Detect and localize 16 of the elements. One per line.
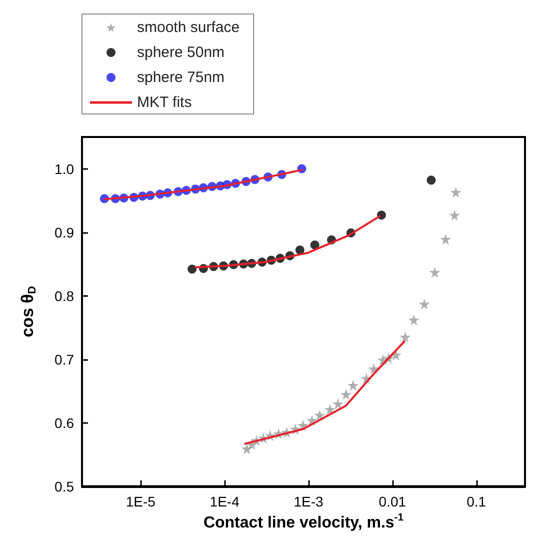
legend-label: MKT fits	[137, 94, 192, 111]
y-tick-label: 0.6	[54, 414, 74, 431]
legend-label: smooth surface	[137, 19, 240, 36]
y-tick-label: 0.9	[54, 224, 74, 240]
y-axis-title: cos θD	[18, 286, 38, 338]
legend-label: sphere 50nm	[137, 44, 225, 61]
x-tick-label: 1E-4	[210, 493, 240, 510]
x-tick-label: 0.01	[378, 493, 406, 510]
x-tick-label: 1E-5	[126, 493, 156, 510]
y-tick-label: 0.7	[54, 351, 74, 368]
y-tick-label: 0.5	[54, 478, 74, 494]
y-tick-label: 1.0	[54, 160, 74, 177]
x-tick-label: 1E-3	[294, 493, 324, 510]
y-tick-label: 0.8	[54, 288, 74, 304]
legend-label: sphere 75nm	[137, 69, 225, 86]
x-tick-label: 0.1	[466, 493, 486, 510]
